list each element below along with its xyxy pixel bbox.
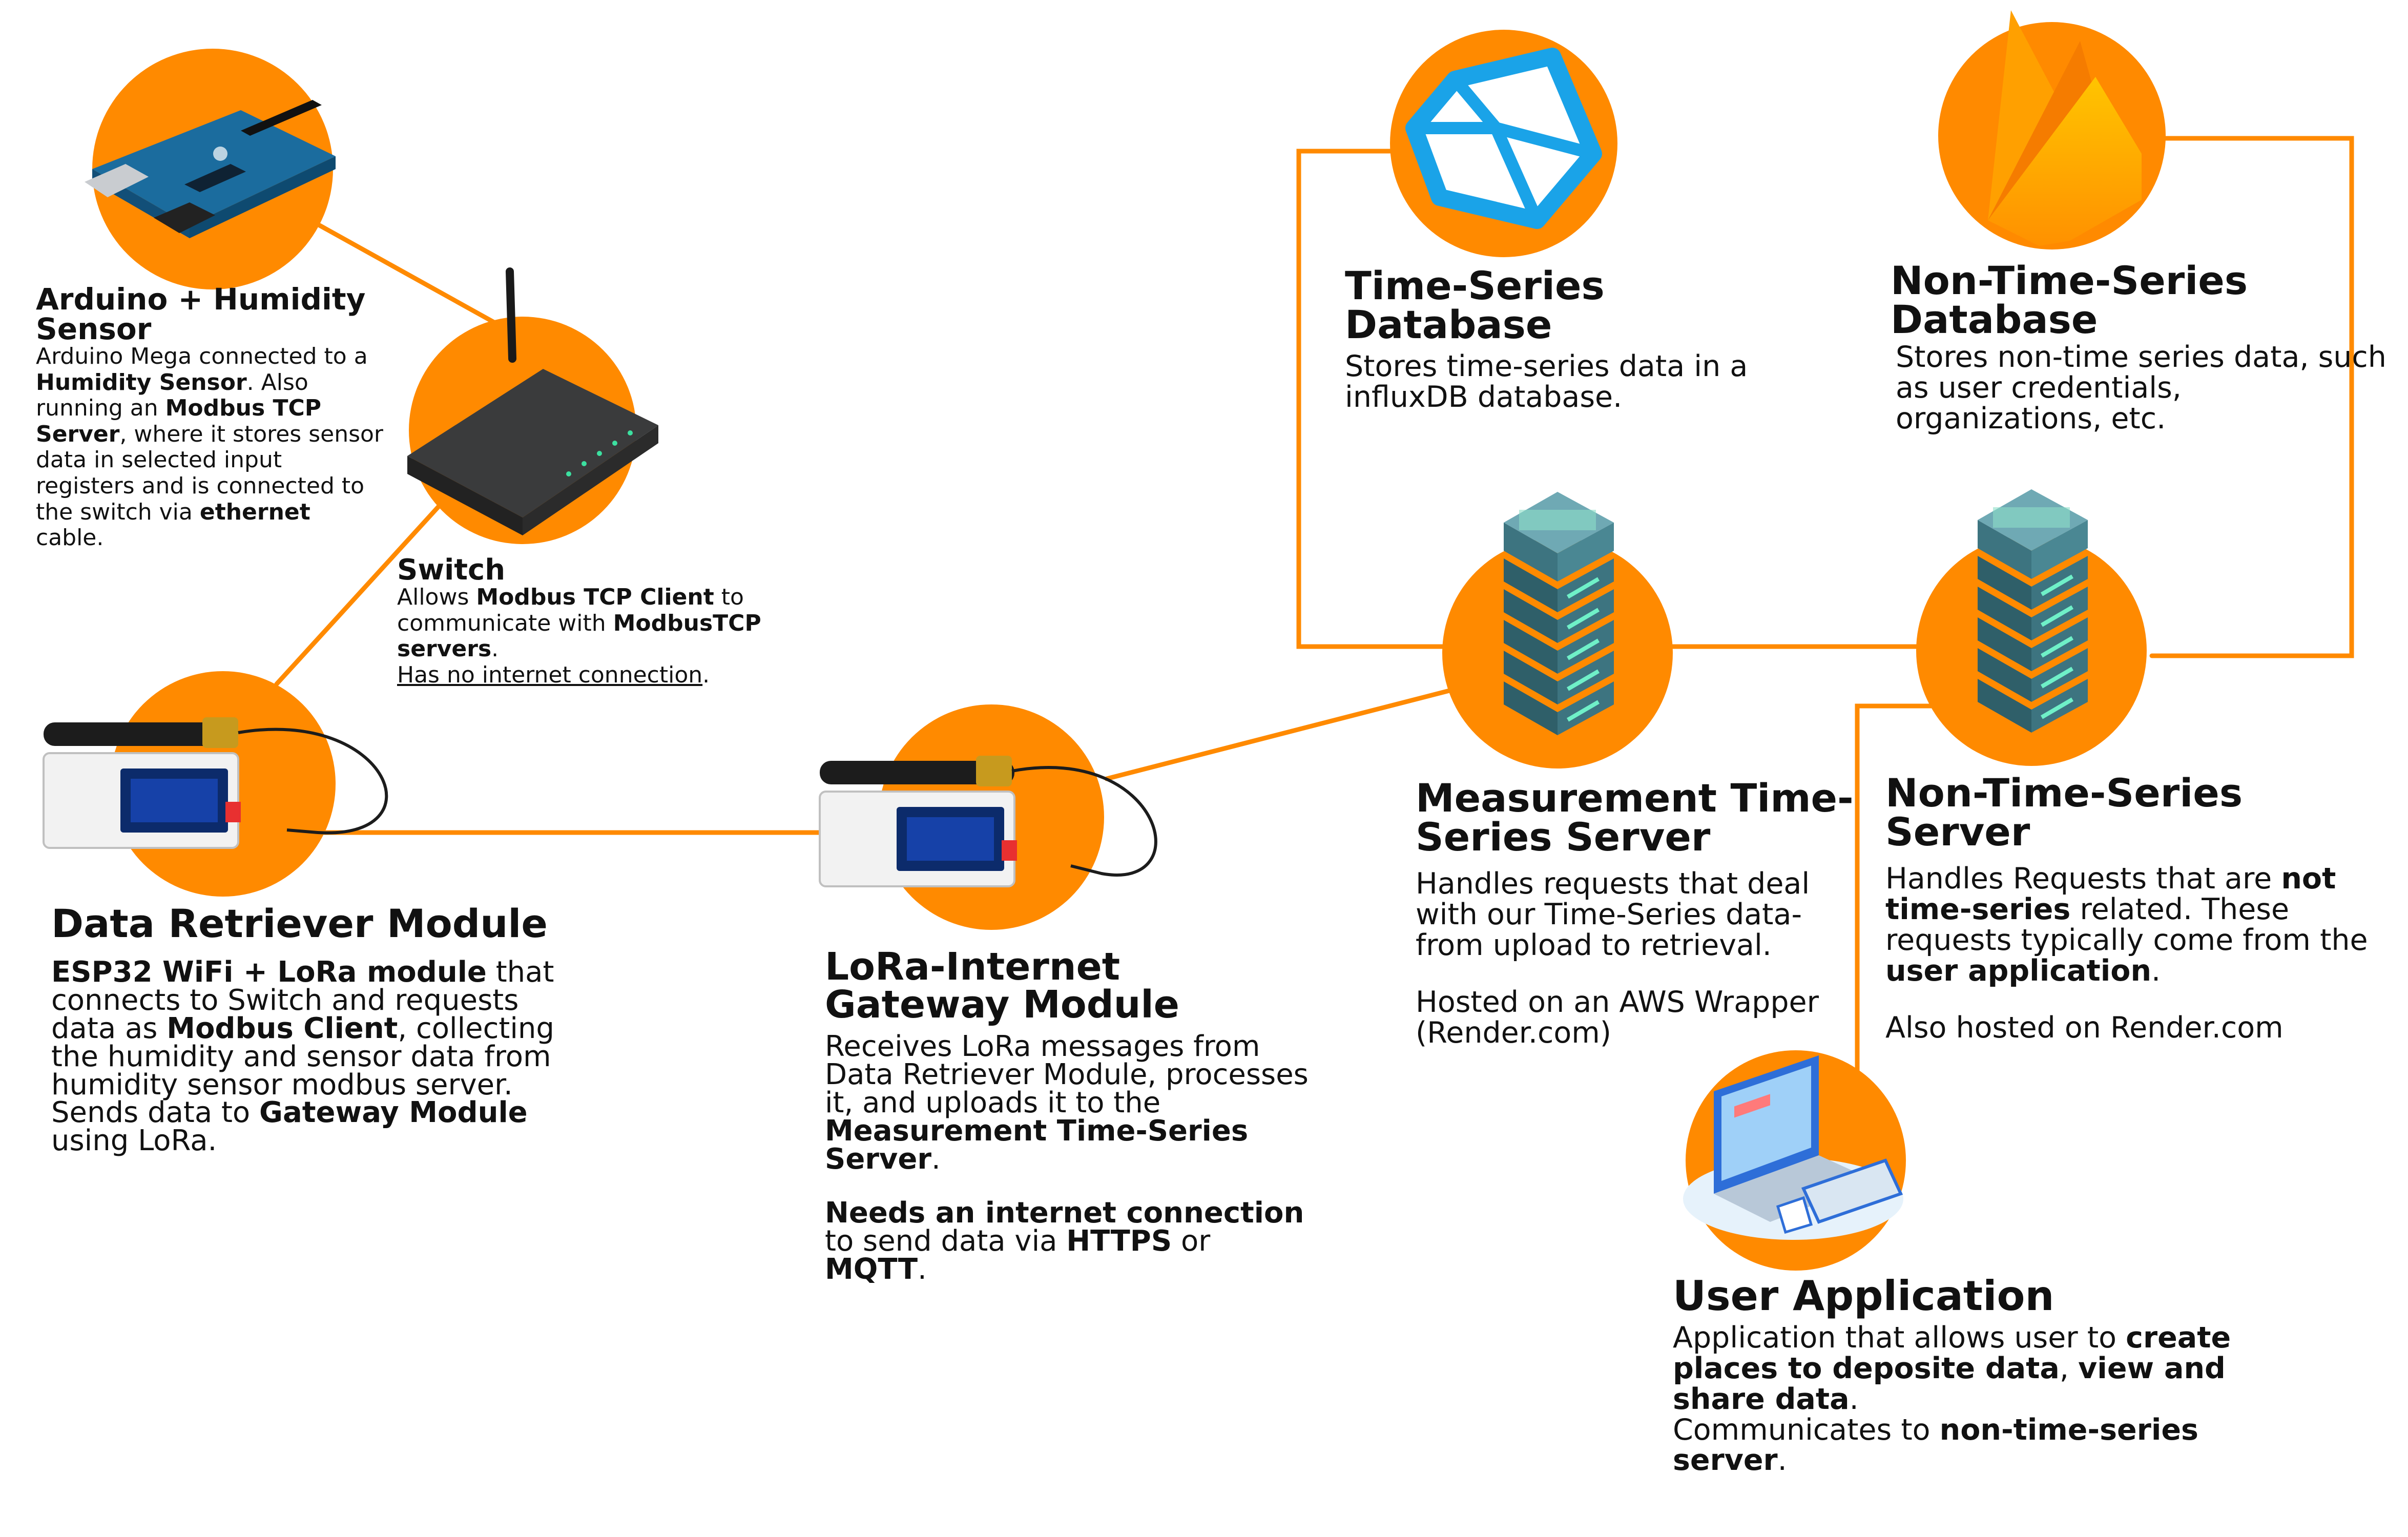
gateway-desc-text: . <box>931 1142 941 1176</box>
switch-info: Switch Allows Modbus TCP Client to commu… <box>397 556 817 688</box>
lora-board-icon <box>43 717 388 849</box>
gateway-desc-text: to send data via <box>825 1224 1067 1258</box>
gateway-description: Receives LoRa messages from Data Retriev… <box>825 1030 1317 1286</box>
server-stack-icon <box>1504 492 1614 735</box>
ntsserver-desc-text: related. These requests typically come f… <box>1885 892 2368 957</box>
switch-desc-text: to communicate with <box>397 584 744 636</box>
switch-description: Allows Modbus TCP Client to communicate … <box>397 584 817 688</box>
ntsserver-title: Non-Time-Series Server <box>1885 770 2243 855</box>
measurement-desc-text: Handles requests that deal with our Time… <box>1416 867 1810 962</box>
switch-title: Switch <box>397 553 506 587</box>
userapp-desc-bold: non-time-series server <box>1673 1413 2198 1478</box>
retriever-desc-text: using LoRa. <box>51 1124 217 1158</box>
switch-desc-bold: Modbus TCP Client <box>476 584 714 610</box>
arduino-node <box>85 49 336 289</box>
gateway-desc-bold: HTTPS <box>1066 1224 1172 1258</box>
arduino-desc-text: Arduino Mega connected to a <box>36 343 368 369</box>
tsdb-description: Stores time-series data in a influxDB da… <box>1345 349 1748 414</box>
userapp-desc-text: Communicates to <box>1673 1413 1940 1447</box>
userapp-desc-text: . <box>1849 1382 1859 1416</box>
ntsserver-description: Handles Requests that are not time-serie… <box>1885 862 2372 1045</box>
userapp-desc-text: . <box>1777 1443 1787 1478</box>
gateway-desc-text: Receives LoRa messages from Data Retriev… <box>825 1030 1309 1119</box>
retriever-info: Data Retriever Module ESP32 WiFi + LoRa … <box>51 904 564 1155</box>
link-ntsserver-ntsdb <box>2147 136 2354 658</box>
tsdb-node <box>1390 30 1617 257</box>
switch-desc-bold: ModbusTCP servers <box>397 610 761 662</box>
switch-desc-text: . <box>491 636 499 662</box>
gateway-info: LoRa-Internet Gateway Module Receives Lo… <box>825 948 1317 1283</box>
ntsdb-description: Stores non-time series data, such as use… <box>1896 340 2386 435</box>
lora-board-icon <box>819 756 1157 887</box>
switch-desc-underlined: Has no internet connection <box>397 661 703 688</box>
gateway-desc-text: . <box>918 1252 927 1286</box>
gateway-desc-bold: Measurement Time-Series Server <box>825 1114 1249 1176</box>
ntsserver-node <box>1916 489 2147 766</box>
measurement-info: Measurement Time-Series Server Handles r… <box>1416 779 1866 1049</box>
retriever-description: ESP32 WiFi + LoRa module that connects t… <box>51 956 564 1158</box>
ntsdb-info: Non-Time-Series Database Stores non-time… <box>1891 261 2393 434</box>
retriever-desc-text: Sends data to <box>51 1096 259 1130</box>
measurement-description: Handles requests that deal with our Time… <box>1416 867 1866 1050</box>
arduino-desc-bold: Humidity Sensor <box>36 369 247 396</box>
link-arduino-switch <box>289 207 525 341</box>
arduino-board-icon <box>85 100 336 238</box>
ntsserver-desc-text: Also hosted on Render.com <box>1885 1010 2284 1045</box>
tsdb-info: Time-Series Database Stores time-series … <box>1345 266 1806 413</box>
ntsserver-desc-text: Handles Requests that are <box>1885 862 2281 896</box>
connectors <box>274 136 2354 1086</box>
link-gateway-measurement <box>1104 684 1468 781</box>
retriever-desc-text: , collecting the humidity and sensor dat… <box>51 1011 554 1102</box>
ntsserver-desc-bold: not time-series <box>1885 862 2336 926</box>
arduino-description: Arduino Mega connected to a Humidity Sen… <box>36 343 384 551</box>
retriever-node <box>43 671 388 897</box>
gateway-node <box>819 704 1157 930</box>
userapp-title: User Application <box>1673 1272 2054 1320</box>
measurement-desc-text: Hosted on an AWS Wrapper (Render.com) <box>1416 985 1819 1050</box>
ntsserver-desc-text: . <box>2151 953 2161 988</box>
ntsserver-info: Non-Time-Series Server Handles Requests … <box>1885 774 2372 1044</box>
userapp-desc-bold: create places to deposite data <box>1673 1321 2231 1385</box>
measurement-title: Measurement Time-Series Server <box>1416 775 1854 860</box>
link-measurement-tsdb <box>1296 149 1468 649</box>
gateway-desc-bold: MQTT <box>825 1252 918 1286</box>
arduino-title: Arduino + Humidity Sensor <box>36 282 366 346</box>
retriever-desc-bold: Gateway Module <box>259 1096 528 1130</box>
userapp-desc-bold: view and share data <box>1673 1351 2226 1416</box>
switch-desc-text: . <box>702 661 710 688</box>
arduino-desc-text: cable. <box>36 525 104 551</box>
arduino-desc-text: , where it stores sensor data in selecte… <box>36 421 384 525</box>
arduino-desc-bold: ethernet <box>199 499 310 525</box>
ntsdb-title: Non-Time-Series Database <box>1891 258 2248 342</box>
firebase-icon <box>1988 10 2142 246</box>
switch-node <box>407 267 658 544</box>
link-switch-retriever <box>274 476 466 687</box>
arduino-info: Arduino + Humidity Sensor Arduino Mega c… <box>36 284 384 551</box>
network-switch-icon <box>407 267 658 535</box>
laptop-devices-icon <box>1683 1055 1903 1240</box>
retriever-title: Data Retriever Module <box>51 901 548 946</box>
switch-desc-text: Allows <box>397 584 476 610</box>
userapp-node <box>1683 1050 1906 1271</box>
gateway-desc-text: or <box>1172 1224 1211 1258</box>
measurement-node <box>1442 492 1673 768</box>
link-ntsserver-userapp <box>1855 703 1939 1086</box>
arduino-desc-bold: Modbus TCP Server <box>36 395 322 447</box>
userapp-info: User Application Application that allows… <box>1673 1276 2288 1476</box>
tsdb-title: Time-Series Database <box>1345 263 1605 347</box>
arduino-desc-text: . Also running an <box>36 369 308 422</box>
retriever-desc-text: that connects to Switch and requests dat… <box>51 956 554 1045</box>
gateway-title: LoRa-Internet Gateway Module <box>825 945 1179 1027</box>
server-stack-icon <box>1978 489 2088 733</box>
userapp-desc-text: , <box>2059 1351 2079 1385</box>
ntsdb-node <box>1938 10 2166 250</box>
gateway-desc-bold: Needs an internet connection <box>825 1196 1304 1230</box>
userapp-description: Application that allows user to create p… <box>1673 1321 2288 1478</box>
retriever-desc-bold: Modbus Client <box>167 1011 398 1045</box>
influxdb-icon <box>1405 48 1602 229</box>
retriever-desc-bold: ESP32 WiFi + LoRa module <box>51 956 487 989</box>
ntsserver-desc-bold: user application <box>1885 953 2152 988</box>
userapp-desc-text: Application that allows user to <box>1673 1321 2126 1355</box>
